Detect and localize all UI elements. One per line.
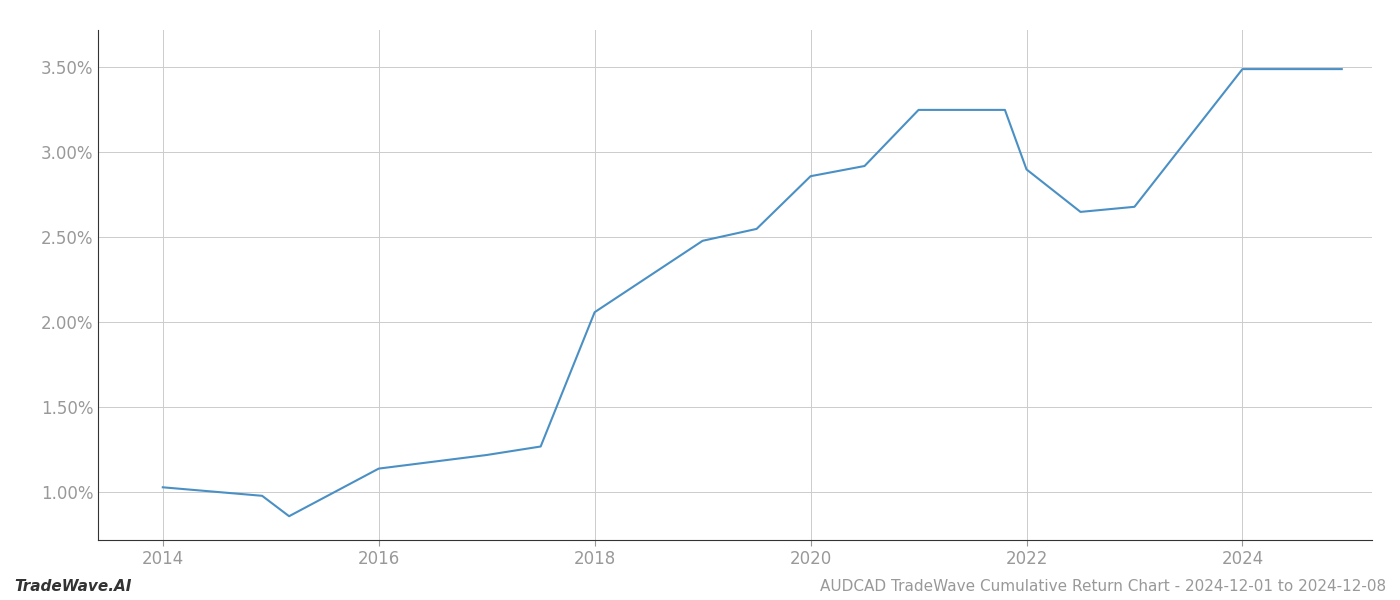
Text: AUDCAD TradeWave Cumulative Return Chart - 2024-12-01 to 2024-12-08: AUDCAD TradeWave Cumulative Return Chart…: [820, 579, 1386, 594]
Text: TradeWave.AI: TradeWave.AI: [14, 579, 132, 594]
